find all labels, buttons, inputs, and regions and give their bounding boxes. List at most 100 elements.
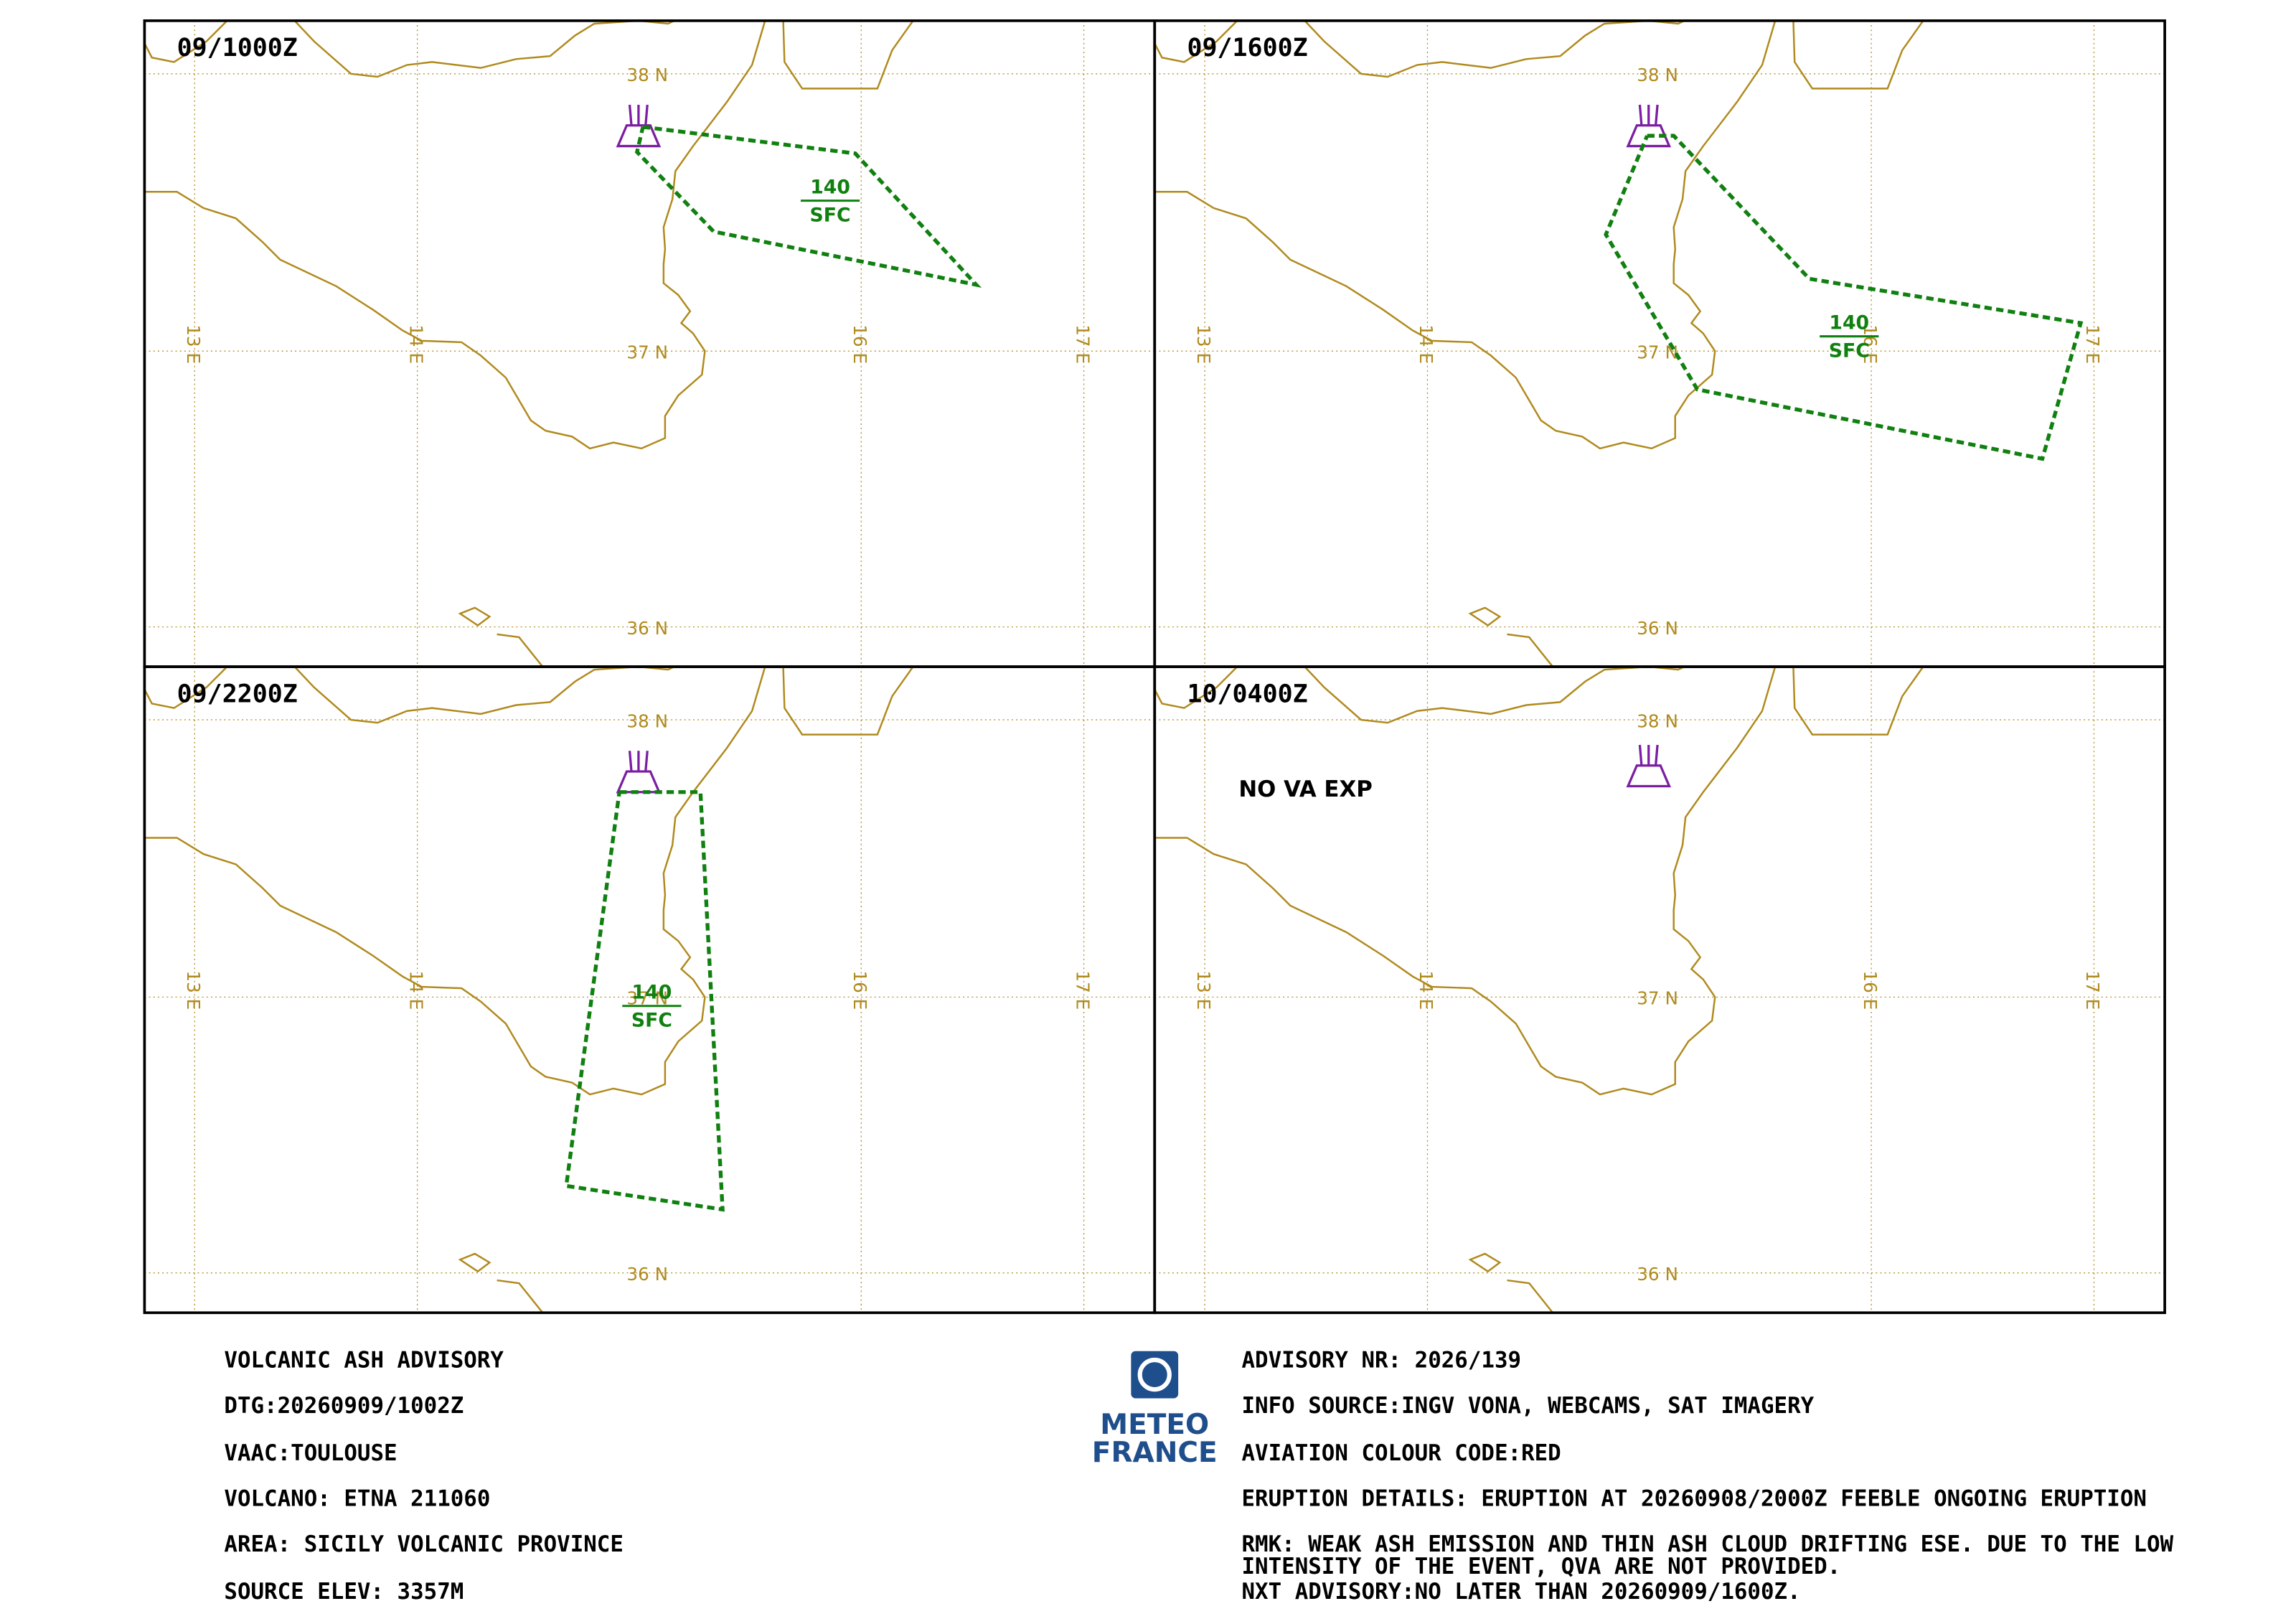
coastline: [1507, 1279, 1554, 1313]
lat-label: 38 N: [1637, 710, 1678, 731]
lon-label: 14 E: [1416, 324, 1436, 364]
logo-symbol: [1137, 1357, 1172, 1392]
lon-label: 14 E: [1416, 970, 1436, 1010]
map-panel: 38 N37 N36 N13 E 14 E 16 E 17 E140SFC09/160…: [1153, 19, 2166, 668]
map-panel: 38 N 37 N 36 N 13 E 14 E 16 E 17 E 140 SFC 09/100…: [143, 19, 1157, 668]
volcano-plume: [644, 104, 649, 126]
lon-label: 16 E: [850, 970, 870, 1010]
map-content: 38 N 37 N 36 N 13 E 14 E 16 E 17 E NO VA EXP: [1154, 667, 2165, 1313]
volcano-plume: [1654, 104, 1659, 126]
lat-label: 38 N: [1637, 65, 1678, 85]
lat-label: 36 N: [1637, 618, 1678, 639]
advisory-line: VOLCANO: ETNA 211060: [224, 1485, 490, 1511]
coastline: [1154, 20, 1239, 63]
advisory-line: ERUPTION DETAILS: ERUPTION AT 20260908/2…: [1242, 1485, 2147, 1511]
volcano-plume: [1638, 104, 1643, 126]
coastline: [497, 1279, 544, 1313]
ash-cloud: [564, 790, 725, 1212]
volcano-icon: [616, 751, 662, 794]
lon-label: 17 E: [2082, 970, 2103, 1010]
lon-label: 17 E: [1072, 324, 1093, 364]
coastline: [144, 20, 766, 450]
valid-time: 10/0400Z: [1187, 680, 1307, 708]
lat-label: 36 N: [626, 1264, 668, 1285]
valid-time: 09/1600Z: [1187, 34, 1307, 62]
coastline: [1468, 1252, 1502, 1273]
lat-label: 36 N: [1637, 1264, 1678, 1285]
coastline: [1154, 667, 1239, 709]
volcano-icon: [1626, 104, 1672, 148]
coastline: [1154, 20, 1777, 450]
volcano-plume: [644, 751, 649, 772]
coastline: [1154, 667, 1777, 1096]
lon-label: 13 E: [183, 970, 204, 1010]
advisory-line: AREA: SICILY VOLCANIC PROVINCE: [224, 1531, 624, 1557]
level-top: 140: [1829, 311, 1869, 334]
coastline: [782, 667, 915, 736]
volcano-cone: [616, 770, 662, 794]
lat-label: 37 N: [626, 342, 668, 363]
advisory-line: AVIATION COLOUR CODE:RED: [1242, 1440, 1561, 1466]
remark-line: RMK: WEAK ASH EMISSION AND THIN ASH CLOU…: [1242, 1531, 2174, 1557]
advisory-text: VOLCANIC ASH ADVISORY DTG:20260909/1002Z V…: [224, 1347, 2173, 1605]
valid-time: 09/2200Z: [177, 680, 298, 708]
level-bottom: SFC: [810, 204, 851, 226]
coastline: [1792, 667, 1924, 736]
valid-time: 09/1000Z: [177, 34, 298, 62]
map-panel: 38 N37 N36 N13 E 14 E 16 E 17 E140SFC09/220…: [143, 665, 1157, 1315]
advisory-line: VOLCANIC ASH ADVISORY: [224, 1347, 504, 1373]
lat-label: 37 N: [1637, 988, 1678, 1009]
advisory-line: SOURCE ELEV: 3357M: [224, 1579, 464, 1605]
volcano-icon: [1626, 744, 1672, 788]
lat-label: 36 N: [626, 618, 668, 639]
ash-cloud: [634, 125, 982, 288]
volcano-cone: [1626, 764, 1672, 788]
coastline: [144, 20, 229, 63]
coastline: [1468, 606, 1502, 627]
ash-cloud: [1604, 133, 2084, 461]
level-top: 140: [810, 176, 850, 198]
volcano-plume: [1654, 744, 1659, 766]
lon-label: 16 E: [1860, 970, 1881, 1010]
logo: METEO FRANCE: [1092, 1351, 1218, 1469]
lon-label: 13 E: [1193, 324, 1214, 364]
lon-label: 13 E: [1193, 970, 1214, 1010]
lon-label: 14 E: [405, 324, 426, 364]
panels: 38 N 37 N 36 N 13 E 14 E 16 E 17 E 140 SFC 09/100…: [143, 19, 2166, 1315]
volcano-plume: [628, 104, 633, 126]
coastline: [782, 20, 915, 90]
coastline: [458, 1252, 491, 1273]
lon-label: 16 E: [1860, 324, 1881, 364]
volcano-plume: [628, 751, 633, 772]
lat-label: 38 N: [626, 710, 668, 731]
lon-label: 14 E: [405, 970, 426, 1010]
advisory-line: INFO SOURCE:INGV VONA, WEBCAMS, SAT IMAG…: [1242, 1393, 1815, 1419]
advisory-line: DTG:20260909/1002Z: [224, 1393, 464, 1419]
coastline: [458, 606, 491, 627]
logo-text: METEO: [1100, 1409, 1209, 1441]
coastline: [497, 633, 544, 667]
level-bottom: SFC: [631, 1010, 672, 1032]
advisory-line: ADVISORY NR: 2026/139: [1242, 1347, 1522, 1373]
volcano-cone: [1626, 124, 1672, 148]
level-top: 140: [632, 981, 672, 1003]
coastline: [144, 667, 229, 709]
remark-line: INTENSITY OF THE EVENT, QVA ARE NOT PROV…: [1242, 1554, 1841, 1580]
volcano-plume: [1638, 744, 1643, 766]
coastline: [1792, 20, 1924, 90]
next-advisory: NXT ADVISORY:NO LATER THAN 20260909/1600…: [1242, 1579, 1801, 1605]
note: NO VA EXP: [1238, 776, 1372, 802]
lon-label: 16 E: [850, 324, 870, 364]
panel-frame: [1153, 665, 2166, 1315]
map-panel: 38 N 37 N 36 N 13 E 14 E 16 E 17 E NO VA EXP 10/…: [1153, 665, 2166, 1315]
lat-label: 38 N: [626, 65, 668, 85]
lon-label: 17 E: [2082, 324, 2103, 364]
logo-text: FRANCE: [1092, 1437, 1218, 1469]
volcano-cone: [616, 124, 662, 148]
lon-label: 17 E: [1072, 970, 1093, 1010]
